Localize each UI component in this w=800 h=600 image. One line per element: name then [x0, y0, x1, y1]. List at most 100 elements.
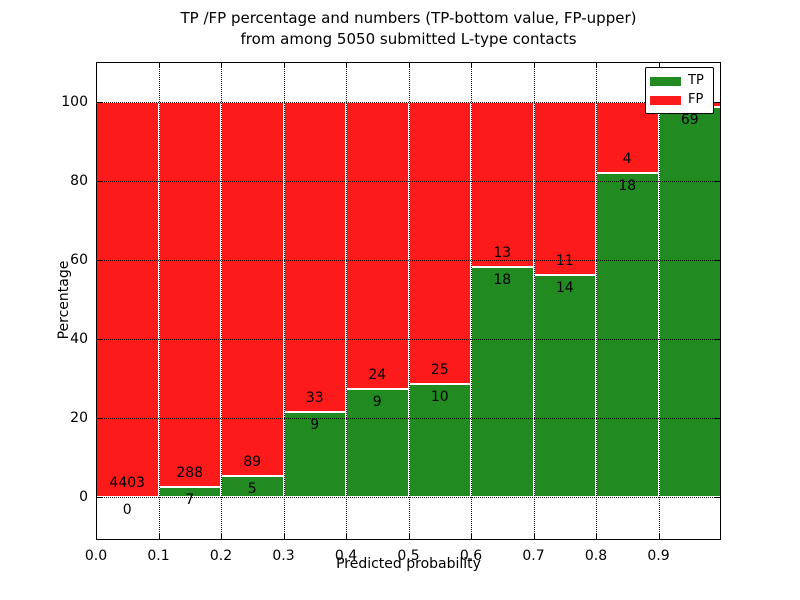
- legend-entry-tp: TP: [650, 73, 709, 89]
- y-tick: [96, 496, 102, 498]
- x-gridline: [533, 62, 535, 540]
- y-tick-right: [715, 101, 721, 103]
- y-axis-label: Percentage: [56, 260, 72, 340]
- x-gridline: [596, 62, 597, 540]
- y-tick: [96, 180, 102, 182]
- bar-segment-fp: [471, 101, 534, 268]
- annotation-tp: 9: [372, 393, 382, 410]
- x-tick-top: [408, 62, 410, 68]
- x-tick: [283, 534, 285, 540]
- annotation-fp: 24: [368, 366, 387, 383]
- x-tick-label: 0.6: [459, 548, 483, 564]
- y-tick: [96, 338, 102, 340]
- x-gridline: [658, 62, 660, 540]
- y-tick: [96, 101, 102, 103]
- x-tick: [221, 534, 222, 540]
- y-tick-right: [715, 496, 721, 498]
- chart-title-line1: TP /FP percentage and numbers (TP-bottom…: [180, 9, 637, 27]
- bar-segment-fp: [408, 101, 471, 384]
- x-tick: [408, 534, 410, 540]
- annotation-fp: 13: [493, 245, 512, 262]
- y-tick: [96, 259, 102, 261]
- chart-title-line2: from among 5050 submitted L-type contact…: [240, 30, 577, 48]
- bar-segment-fp: [346, 101, 409, 389]
- x-tick: [96, 534, 97, 540]
- bar-segment-tp: [533, 275, 596, 497]
- y-tick-label: 80: [70, 172, 88, 189]
- x-tick-top: [158, 62, 160, 68]
- bar-segment-tp: [471, 267, 534, 497]
- bar-segment-fp: [221, 101, 284, 476]
- x-tick-label: 0.9: [647, 548, 670, 564]
- x-tick: [346, 534, 347, 540]
- x-tick-label: 0.3: [272, 548, 295, 564]
- x-gridline: [158, 62, 160, 540]
- annotation-tp: 10: [430, 388, 449, 405]
- y-tick-label: 100: [61, 93, 88, 110]
- x-tick-label: 0.0: [84, 548, 108, 564]
- annotation-tp: 18: [618, 178, 637, 195]
- x-tick: [158, 534, 160, 540]
- x-tick-top: [346, 62, 347, 68]
- bar-segment-fp: [283, 101, 346, 412]
- y-tick-label: 40: [70, 330, 88, 347]
- annotation-tp: 0: [122, 501, 132, 518]
- x-tick-top: [658, 62, 660, 68]
- chart-title: TP /FP percentage and numbers (TP-bottom…: [96, 8, 721, 50]
- bar-segment-fp: [96, 101, 159, 497]
- x-tick: [471, 534, 472, 540]
- y-tick-right: [715, 338, 721, 340]
- x-tick-top: [221, 62, 222, 68]
- bar-segment-fp: [158, 101, 221, 488]
- y-tick-right: [715, 259, 721, 261]
- bar-segment-tp: [346, 388, 409, 497]
- x-axis-label: Predicted probability: [336, 556, 481, 572]
- bar-segment-fp: [533, 101, 596, 276]
- x-tick-top: [96, 62, 97, 68]
- annotation-fp: 11: [555, 253, 574, 270]
- legend: TP FP: [645, 67, 714, 114]
- y-tick: [96, 417, 102, 419]
- x-tick-top: [283, 62, 285, 68]
- x-tick-top: [471, 62, 472, 68]
- x-gridline: [346, 62, 347, 540]
- annotation-fp: 288: [176, 465, 204, 482]
- x-tick-top: [533, 62, 535, 68]
- bar-segment-tp: [408, 383, 471, 497]
- x-tick: [596, 534, 597, 540]
- x-tick: [533, 534, 535, 540]
- bar-segment-tp: [658, 107, 721, 497]
- x-gridline: [471, 62, 472, 540]
- y-tick-label: 20: [70, 409, 88, 426]
- annotation-fp: 4: [622, 151, 632, 168]
- annotation-tp: 69: [680, 112, 699, 129]
- x-tick-label: 0.2: [209, 548, 233, 564]
- legend-label-tp: TP: [688, 73, 704, 88]
- annotation-fp: 4403: [109, 474, 146, 491]
- y-tick-label: 60: [70, 251, 88, 268]
- x-tick-label: 0.7: [522, 548, 545, 564]
- x-tick-label: 0.5: [397, 548, 420, 564]
- x-tick: [658, 534, 660, 540]
- bar-segment-tp: [283, 412, 346, 497]
- x-tick-label: 0.1: [147, 548, 170, 564]
- y-tick-right: [715, 180, 721, 182]
- annotation-tp: 18: [493, 272, 512, 289]
- annotation-tp: 9: [310, 417, 320, 433]
- annotation-fp: 33: [305, 390, 324, 406]
- y-tick-label: 0: [79, 488, 88, 505]
- legend-swatch-fp-icon: [650, 95, 681, 105]
- x-gridline: [283, 62, 285, 540]
- x-tick-top: [596, 62, 597, 68]
- bar-segment-tp: [596, 173, 659, 497]
- annotation-tp: 7: [185, 492, 195, 509]
- legend-entry-fp: FP: [650, 92, 709, 108]
- annotation-fp: 89: [243, 453, 262, 470]
- x-tick-label: 0.8: [584, 548, 608, 564]
- annotation-tp: 5: [247, 480, 257, 497]
- x-gridline: [408, 62, 410, 540]
- x-tick-label: 0.4: [334, 548, 358, 564]
- y-tick-right: [715, 417, 721, 419]
- legend-label-fp: FP: [688, 92, 704, 107]
